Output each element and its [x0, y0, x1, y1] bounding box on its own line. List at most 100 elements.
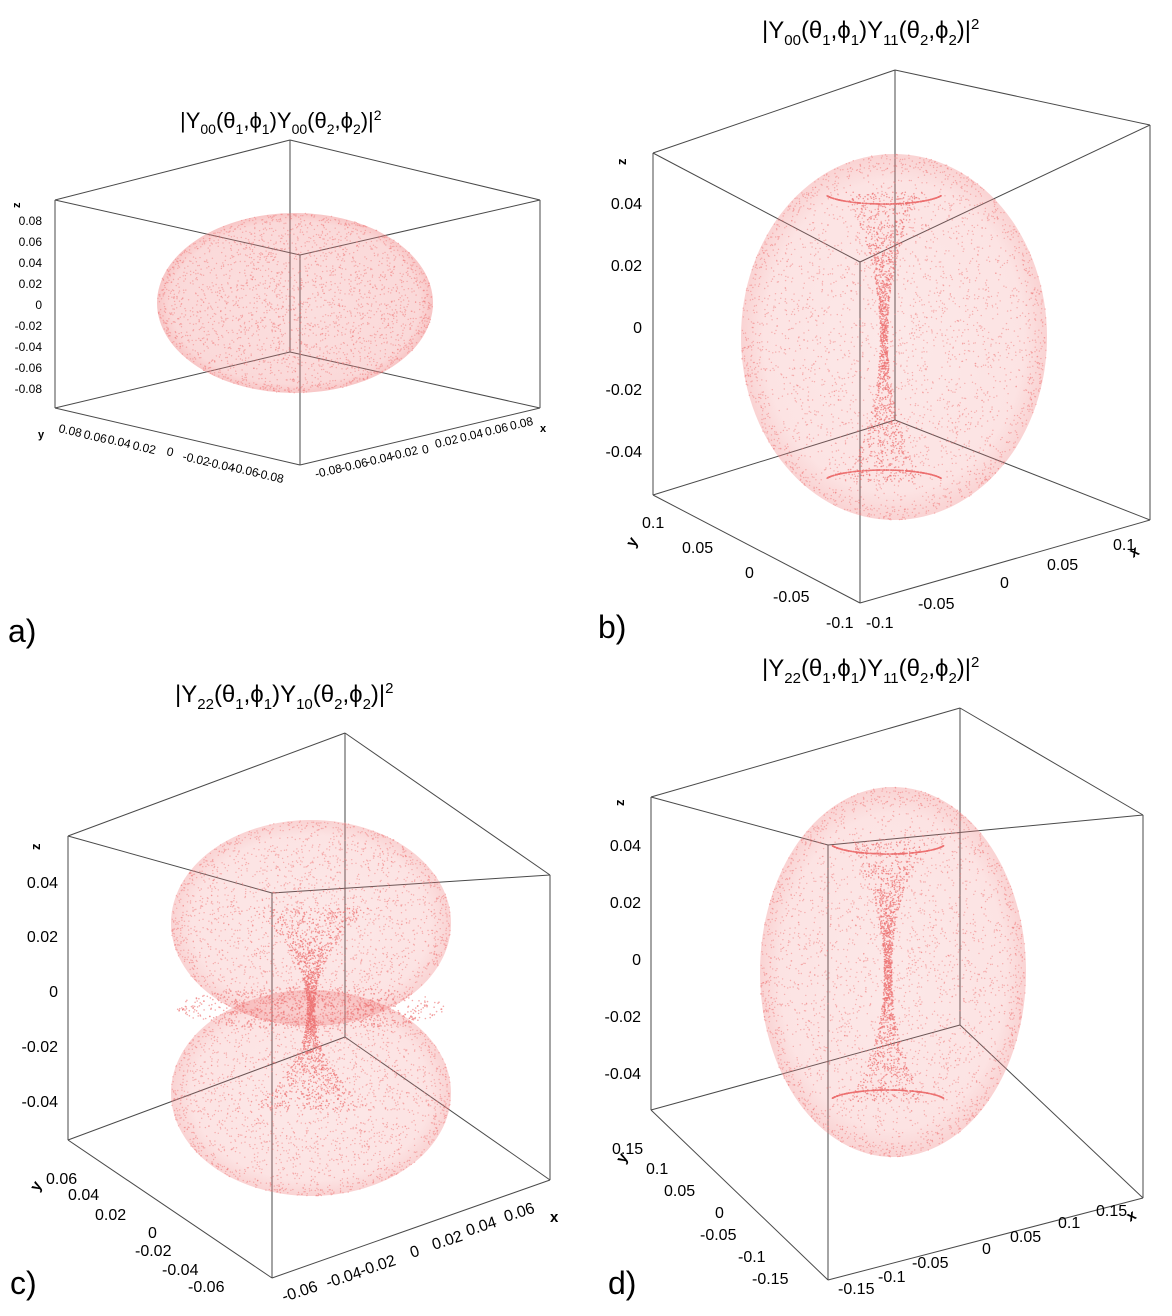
panel-b-frame — [652, 69, 1151, 604]
panel-a-x-tick: -0.06 — [340, 455, 370, 475]
panel-b-y-axis: y 0.1 0.05 0 -0.05 -0.1 — [623, 515, 854, 632]
panel-a-y-tick: -0.02 — [181, 449, 211, 469]
panel-a-x-tick: 0.02 — [434, 432, 460, 451]
panel-a-title: |Y00(θ1,ϕ1)Y00(θ2,ϕ2)|2 — [180, 107, 382, 137]
panel-d-label: d) — [608, 1265, 636, 1301]
panel-d-y-tick: -0.1 — [738, 1249, 766, 1266]
panel-a-z-tick: 0.02 — [19, 277, 43, 291]
panel-a-z-axis: z 0.08 0.06 0.04 0.02 0 -0.02 -0.04 -0.0… — [11, 202, 42, 396]
panel-d-y-tick: 0.15 — [612, 1141, 643, 1158]
panel-b-y-tick: 0.1 — [642, 515, 664, 532]
panel-b-x-tick: 0.1 — [1113, 537, 1135, 554]
panel-c-z-tick: -0.02 — [22, 1039, 59, 1056]
panel-b-z-tick: -0.02 — [606, 382, 643, 399]
panel-a-z-tick: -0.08 — [15, 382, 43, 396]
panel-d-x-tick: 0.15 — [1096, 1203, 1127, 1220]
panel-b-y-tick: -0.1 — [826, 615, 854, 632]
panel-d-y-tick: 0.1 — [646, 1161, 668, 1178]
panel-d-x-axis: -0.15 -0.1 -0.05 0 0.05 0.1 0.15 x — [838, 1203, 1140, 1298]
panel-c-y-axis: y 0.06 0.04 0.02 0 -0.02 -0.04 -0.06 — [27, 1171, 225, 1296]
panel-c-x-tick: -0.06 — [280, 1278, 320, 1305]
panel-a-z-tick: -0.02 — [15, 319, 43, 333]
panel-d-x-tick: 0.1 — [1058, 1215, 1080, 1232]
panel-c: |Y22(θ1,ϕ1)Y10(θ2,ϕ2)|2 z 0.04 0.02 0 -0… — [10, 680, 559, 1306]
panel-d-x-tick: -0.05 — [912, 1255, 949, 1272]
panel-d-y-tick: -0.05 — [700, 1227, 737, 1244]
panel-a-x-tick: 0.04 — [459, 426, 485, 445]
panel-d-z-label: z — [612, 799, 627, 806]
panel-a-y-tick: 0 — [165, 444, 175, 459]
panel-c-x-tick: 0 — [408, 1243, 422, 1262]
panel-a-z-tick: -0.04 — [15, 340, 43, 354]
panel-d-z-tick: 0.04 — [610, 838, 641, 855]
panel-d-x-tick: 0.05 — [1010, 1229, 1041, 1246]
panel-b-y-tick: 0 — [745, 565, 754, 582]
panel-c-title: |Y22(θ1,ϕ1)Y10(θ2,ϕ2)|2 — [175, 680, 393, 713]
panel-a-z-tick: 0.04 — [19, 256, 43, 270]
panel-b-x-tick: 0 — [1000, 575, 1009, 592]
panel-b-z-tick: 0 — [633, 320, 642, 337]
panel-c-x-tick: -0.04 — [324, 1264, 364, 1291]
panel-c-y-label: y — [27, 1178, 46, 1194]
panel-c-y-tick: 0.02 — [95, 1207, 126, 1224]
panel-b-z-axis: z 0.04 0.02 0 -0.02 -0.04 — [606, 158, 643, 461]
panel-d-y-tick: 0.05 — [664, 1183, 695, 1200]
panel-a-y-axis: y 0.08 0.06 0.04 0.02 0 -0.02 -0.04 -0.0… — [38, 421, 285, 486]
panel-c-z-tick: -0.04 — [22, 1094, 59, 1111]
panel-c-y-tick: -0.04 — [162, 1262, 199, 1279]
panel-d-y-axis: y 0.15 0.1 0.05 0 -0.05 -0.1 -0.15 — [612, 1141, 789, 1288]
panel-d-z-axis: z 0.04 0.02 0 -0.02 -0.04 — [605, 799, 642, 1083]
panel-a-x-label: x — [540, 423, 547, 435]
panel-a-y-tick: 0.06 — [82, 427, 108, 446]
panel-d-x-tick: -0.15 — [838, 1281, 875, 1298]
panel-a-y-tick: -0.04 — [206, 455, 236, 475]
panel-d: |Y22(θ1,ϕ1)Y11(θ2,ϕ2)|2 z 0.04 0.02 0 -0… — [605, 654, 1144, 1301]
panel-d-z-tick: 0.02 — [610, 895, 641, 912]
panel-a-x-tick: 0.08 — [509, 414, 535, 433]
panel-d-x-tick: -0.1 — [878, 1269, 906, 1286]
panel-c-x-axis: -0.06 -0.04 -0.02 0 0.02 0.04 0.06 x — [280, 1200, 559, 1306]
panel-a: |Y00(θ1,ϕ1)Y00(θ2,ϕ2)|2 z 0.08 0.06 0.04… — [8, 107, 547, 649]
panel-d-x-tick: 0 — [982, 1241, 991, 1258]
panel-c-x-tick: 0.02 — [430, 1228, 465, 1254]
panel-c-x-tick: 0.06 — [502, 1200, 537, 1226]
panel-d-point-cloud — [760, 786, 1026, 1158]
panel-a-y-tick: -0.08 — [255, 466, 285, 486]
panel-c-z-tick: 0.02 — [27, 929, 58, 946]
panel-b-y-label: y — [623, 534, 642, 550]
panel-c-z-label: z — [28, 843, 43, 850]
panel-c-x-tick: -0.02 — [358, 1252, 398, 1279]
panel-a-z-tick: 0 — [35, 298, 42, 312]
panel-c-y-tick: -0.02 — [135, 1243, 172, 1260]
panel-c-z-tick: 0 — [49, 984, 58, 1001]
panel-d-z-tick: -0.02 — [605, 1009, 642, 1026]
panel-d-x-label: x — [1124, 1206, 1140, 1225]
panel-b-label: b) — [598, 609, 626, 645]
panel-b-x-label: x — [1127, 542, 1143, 561]
panel-b-x-axis: -0.1 -0.05 0 0.05 0.1 x — [866, 537, 1143, 632]
panel-a-point-cloud — [157, 212, 433, 394]
panel-b-z-tick: 0.04 — [611, 196, 642, 213]
panel-a-x-tick: -0.08 — [314, 461, 344, 481]
panel-a-x-axis: -0.08 -0.06 -0.04 -0.02 0 0.02 0.04 0.06… — [314, 414, 547, 481]
panel-b-x-tick: -0.05 — [918, 596, 955, 613]
panel-b-z-tick: 0.02 — [611, 258, 642, 275]
panel-d-title: |Y22(θ1,ϕ1)Y11(θ2,ϕ2)|2 — [762, 654, 979, 687]
panel-a-y-tick: -0.06 — [230, 460, 260, 480]
panel-a-x-tick: 0.06 — [484, 420, 510, 439]
panel-b-z-label: z — [614, 158, 629, 165]
panel-c-y-tick: 0.04 — [68, 1187, 99, 1204]
panel-a-z-tick: 0.08 — [19, 214, 43, 228]
panel-a-y-label: y — [38, 429, 45, 441]
panel-c-label: c) — [10, 1265, 37, 1301]
panel-a-label: a) — [8, 613, 36, 649]
panel-c-z-axis: z 0.04 0.02 0 -0.02 -0.04 — [22, 843, 59, 1111]
panel-c-x-tick: 0.04 — [464, 1214, 499, 1240]
panel-a-x-tick: -0.02 — [390, 443, 420, 463]
panel-b-y-tick: 0.05 — [682, 540, 713, 557]
panel-a-z-tick: -0.06 — [15, 361, 43, 375]
panel-b-point-cloud — [741, 153, 1047, 521]
panel-c-z-tick: 0.04 — [27, 875, 58, 892]
panel-a-y-tick: 0.02 — [131, 438, 157, 457]
